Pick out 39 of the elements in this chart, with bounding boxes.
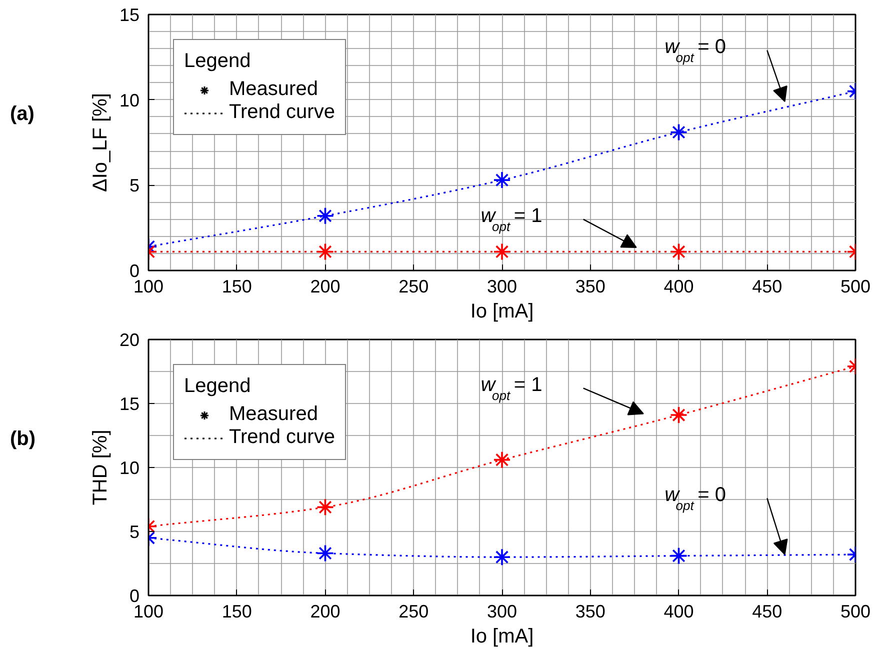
x-tick-label: 350 <box>575 276 606 296</box>
legend-title: Legend <box>184 375 252 398</box>
annotation: Measured <box>229 78 318 101</box>
x-tick-label: 250 <box>398 276 429 296</box>
y-tick-label: 15 <box>119 394 140 414</box>
y-tick-label: 10 <box>119 90 140 110</box>
x-tick-label: 300 <box>486 276 518 296</box>
y-tick-label: 10 <box>119 458 140 478</box>
x-tick-label: 450 <box>752 276 782 296</box>
point <box>493 548 511 566</box>
annotation: Trend curve <box>229 426 335 449</box>
x-tick-label: 500 <box>840 602 871 622</box>
x-tick-label: 350 <box>575 602 606 622</box>
x-tick-label: 400 <box>664 602 694 622</box>
x-tick-label: 400 <box>664 276 694 296</box>
annotation: Trend curve <box>229 101 335 124</box>
x-tick-label: 300 <box>486 602 518 622</box>
y-axis-title: ΔIo_LF [%] <box>89 93 112 192</box>
point <box>493 242 511 261</box>
point <box>493 171 511 189</box>
y-tick-label: 15 <box>119 5 140 25</box>
x-tick-label: 450 <box>752 602 782 622</box>
annotation: Measured <box>229 403 318 426</box>
y-tick-label: 20 <box>119 330 140 350</box>
x-tick-label: 200 <box>310 602 340 622</box>
x-axis-title: Io [mA] <box>470 300 534 322</box>
x-tick-label: 150 <box>222 276 252 296</box>
legend-title: Legend <box>184 50 252 73</box>
text: (a) <box>10 102 34 127</box>
point <box>493 450 511 469</box>
text: (b) <box>10 427 36 452</box>
y-axis-title: THD [%] <box>89 430 112 506</box>
x-tick-label: 200 <box>310 276 340 296</box>
y-tick-label: 5 <box>129 176 140 196</box>
x-tick-label: 150 <box>222 602 252 622</box>
x-tick-label: 250 <box>398 602 429 622</box>
x-axis-title: Io [mA] <box>470 626 534 648</box>
x-tick-label: 500 <box>840 276 871 296</box>
y-tick-label: 5 <box>129 522 140 542</box>
